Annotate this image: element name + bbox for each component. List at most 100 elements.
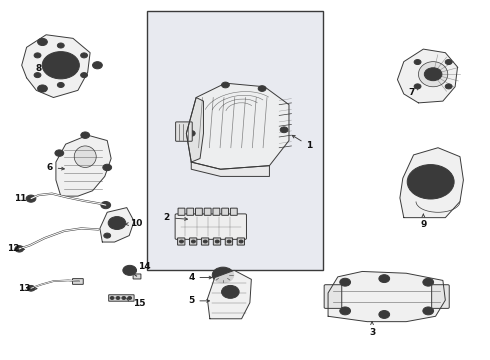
Circle shape — [424, 68, 442, 81]
Circle shape — [215, 240, 219, 243]
Circle shape — [379, 311, 390, 319]
Circle shape — [103, 164, 112, 171]
Text: 4: 4 — [188, 273, 212, 282]
Circle shape — [189, 132, 193, 135]
Circle shape — [26, 195, 36, 202]
Circle shape — [81, 53, 88, 58]
Circle shape — [28, 197, 33, 201]
Polygon shape — [186, 98, 203, 162]
Text: 14: 14 — [133, 262, 151, 271]
FancyBboxPatch shape — [225, 238, 233, 245]
Circle shape — [93, 62, 102, 69]
Circle shape — [81, 73, 88, 78]
Circle shape — [38, 85, 48, 92]
Circle shape — [227, 240, 231, 243]
Polygon shape — [100, 208, 134, 242]
Circle shape — [15, 246, 24, 252]
Circle shape — [221, 82, 229, 88]
Circle shape — [203, 240, 207, 243]
Circle shape — [123, 265, 137, 275]
Circle shape — [17, 247, 21, 250]
Circle shape — [27, 285, 35, 291]
Circle shape — [343, 309, 347, 313]
FancyBboxPatch shape — [187, 208, 194, 215]
Circle shape — [103, 203, 108, 207]
Circle shape — [382, 313, 387, 316]
Circle shape — [212, 267, 234, 283]
Text: 13: 13 — [18, 284, 37, 293]
Circle shape — [34, 73, 41, 78]
Text: 12: 12 — [7, 244, 24, 253]
Circle shape — [258, 86, 266, 91]
Circle shape — [280, 127, 288, 133]
Text: 1: 1 — [292, 135, 313, 150]
Circle shape — [50, 57, 72, 73]
Circle shape — [220, 273, 226, 277]
Circle shape — [423, 176, 438, 187]
Text: 9: 9 — [420, 214, 426, 229]
Circle shape — [128, 297, 132, 300]
FancyBboxPatch shape — [230, 208, 237, 215]
Polygon shape — [186, 83, 289, 169]
Circle shape — [239, 240, 243, 243]
Circle shape — [226, 289, 235, 295]
Text: 5: 5 — [188, 296, 209, 305]
FancyBboxPatch shape — [204, 208, 211, 215]
Circle shape — [38, 39, 48, 45]
FancyBboxPatch shape — [196, 208, 202, 215]
Circle shape — [340, 278, 350, 286]
Circle shape — [379, 275, 390, 283]
FancyBboxPatch shape — [178, 208, 185, 215]
Polygon shape — [191, 162, 270, 176]
Polygon shape — [328, 271, 445, 321]
Circle shape — [187, 131, 195, 136]
Circle shape — [415, 170, 446, 193]
Circle shape — [122, 297, 126, 300]
Text: 6: 6 — [47, 163, 64, 172]
Circle shape — [55, 150, 64, 156]
Circle shape — [445, 59, 452, 64]
FancyBboxPatch shape — [432, 285, 449, 309]
FancyBboxPatch shape — [177, 238, 185, 245]
Circle shape — [260, 87, 264, 90]
FancyBboxPatch shape — [237, 238, 245, 245]
Polygon shape — [22, 35, 90, 98]
Circle shape — [113, 220, 122, 226]
Polygon shape — [56, 135, 111, 196]
FancyBboxPatch shape — [221, 208, 228, 215]
Text: 11: 11 — [14, 194, 32, 203]
Circle shape — [423, 278, 434, 286]
Bar — [147, 12, 323, 270]
Circle shape — [340, 307, 350, 315]
Circle shape — [282, 129, 286, 131]
Circle shape — [223, 84, 227, 86]
Circle shape — [34, 53, 41, 58]
Circle shape — [217, 270, 229, 280]
Text: 15: 15 — [127, 298, 145, 308]
FancyBboxPatch shape — [73, 279, 83, 284]
Ellipse shape — [418, 62, 448, 87]
Circle shape — [414, 84, 421, 89]
FancyBboxPatch shape — [175, 214, 246, 239]
Circle shape — [414, 59, 421, 64]
FancyBboxPatch shape — [175, 122, 192, 141]
Circle shape — [56, 62, 66, 69]
Polygon shape — [207, 270, 251, 319]
Text: 10: 10 — [125, 219, 143, 228]
Circle shape — [407, 165, 454, 199]
Circle shape — [221, 285, 239, 298]
Circle shape — [126, 268, 133, 273]
FancyBboxPatch shape — [190, 238, 197, 245]
FancyBboxPatch shape — [324, 285, 342, 309]
Text: 3: 3 — [369, 322, 375, 337]
FancyBboxPatch shape — [201, 238, 209, 245]
Circle shape — [343, 280, 347, 284]
Circle shape — [116, 297, 120, 300]
Text: 2: 2 — [164, 213, 188, 222]
Circle shape — [57, 43, 64, 48]
FancyBboxPatch shape — [213, 208, 220, 215]
Polygon shape — [400, 148, 464, 218]
Text: 7: 7 — [408, 87, 419, 96]
Circle shape — [110, 297, 114, 300]
Circle shape — [101, 202, 111, 209]
